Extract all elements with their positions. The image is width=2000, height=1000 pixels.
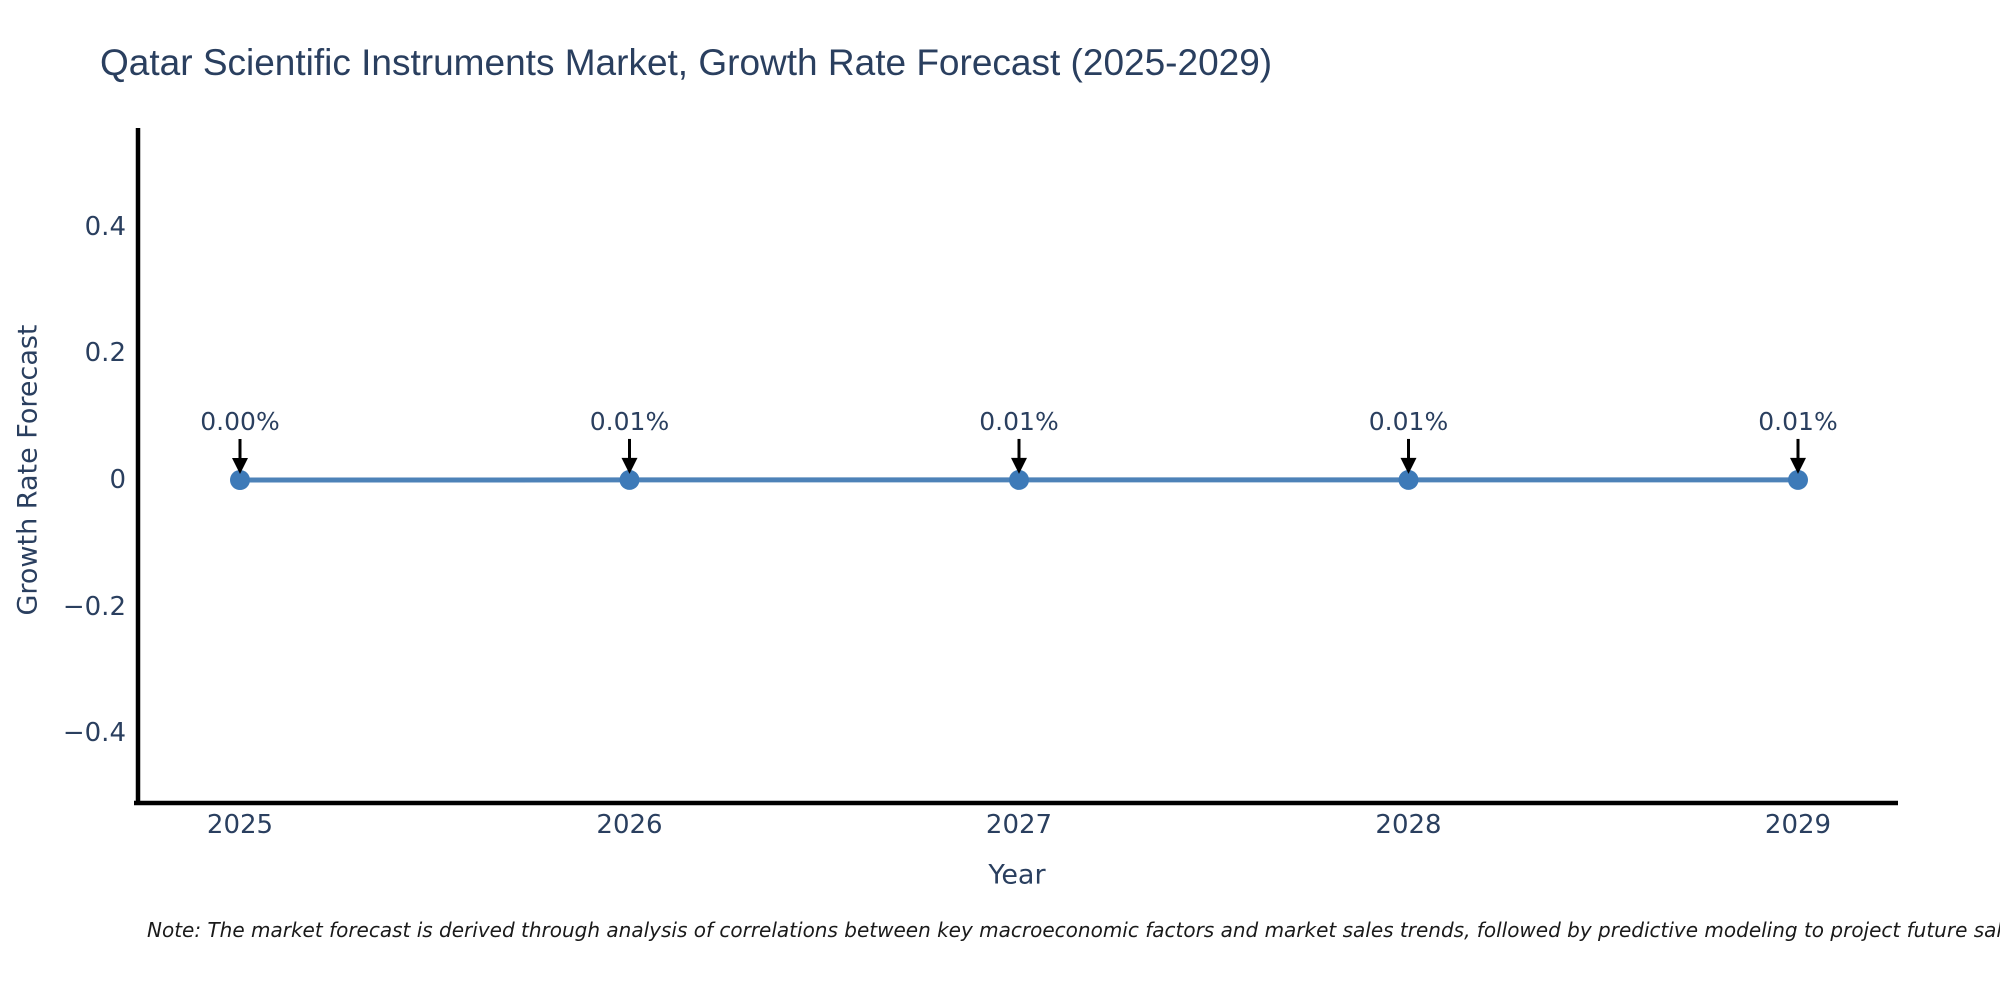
footnote: Note: The market forecast is derived thr…: [147, 918, 2000, 942]
annotation-arrowhead: [232, 458, 248, 474]
x-tick-label: 2028: [1375, 810, 1442, 840]
x-tick-label: 2029: [1764, 810, 1832, 840]
data-point: [619, 469, 640, 490]
y-tick-label: −0.4: [62, 718, 126, 749]
point-value-label: 0.00%: [200, 407, 280, 436]
annotation-arrowhead: [1011, 457, 1027, 474]
data-point: [1009, 469, 1029, 490]
annotation-arrowhead: [621, 457, 638, 474]
x-tick-label: 2025: [206, 810, 274, 840]
data-point: [1398, 469, 1419, 490]
x-tick-label: 2026: [596, 810, 663, 840]
point-value-label: 0.01%: [1758, 407, 1838, 436]
point-value-label: 0.01%: [1368, 407, 1449, 436]
x-tick-label: 2027: [985, 810, 1053, 840]
x-axis-title: Year: [988, 859, 1046, 891]
annotation-arrowhead: [1400, 457, 1417, 474]
annotation-arrowhead: [1790, 457, 1806, 474]
y-tick-label: 0.2: [84, 338, 126, 369]
y-tick-label: −0.2: [62, 591, 126, 622]
y-tick-label: 0: [109, 465, 126, 495]
point-value-label: 0.01%: [979, 407, 1059, 436]
data-point: [1788, 469, 1808, 490]
point-value-label: 0.01%: [589, 407, 670, 436]
y-tick-label: 0.4: [84, 211, 126, 242]
data-point: [230, 470, 250, 490]
chart-title: Qatar Scientific Instruments Market, Gro…: [100, 42, 1273, 83]
